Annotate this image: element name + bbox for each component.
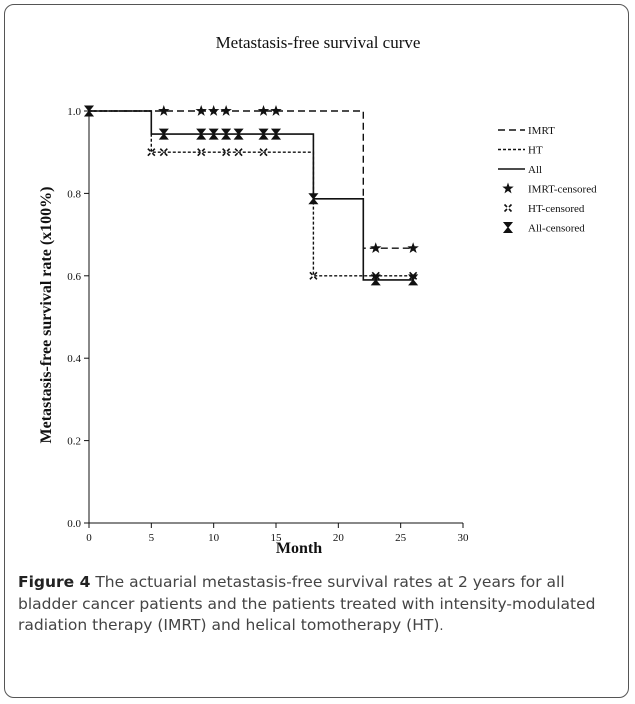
legend-marker-imrt-censored: [502, 182, 514, 194]
x-tick-label: 15: [271, 532, 283, 544]
chart-axes: 0 5 10 15 20 25 30 0.0 0.2 0.4 0.6 0.8 1.0: [67, 106, 469, 544]
x-tick-label: 20: [333, 532, 345, 544]
censored-marker-all: [258, 128, 269, 140]
series-line-imrt: [89, 110, 414, 249]
censored-marker-imrt: [270, 105, 282, 116]
x-axis-label: Month: [276, 540, 322, 557]
legend: IMRT HT All IMRT-censored HT-censored All-cen…: [498, 125, 597, 235]
censored-marker-all: [83, 105, 95, 117]
censored-marker-imrt: [220, 105, 232, 116]
censored-marker-all: [196, 128, 207, 140]
censored-marker-ht: [234, 148, 243, 157]
censored-marker-imrt: [158, 105, 170, 116]
censored-marker-ht: [222, 148, 231, 157]
censored-marker-ht: [309, 271, 318, 280]
censored-marker-ht: [197, 148, 206, 157]
series-line-ht: [89, 110, 414, 277]
x-tick-label: 5: [149, 532, 155, 544]
figure-caption: Figure 4 The actuarial metastasis-free s…: [18, 572, 616, 638]
censored-marker-all: [208, 128, 219, 140]
x-tick-label: 0: [86, 532, 92, 544]
caption-label: Figure 4: [18, 573, 91, 591]
censored-marker-imrt: [370, 242, 382, 254]
censored-marker-imrt: [195, 105, 207, 116]
series-layer: [83, 105, 419, 286]
caption-end: .: [439, 619, 444, 634]
y-tick-label: 1.0: [67, 106, 81, 118]
censored-marker-all: [158, 128, 169, 140]
censored-marker-imrt: [407, 242, 419, 254]
y-tick-label: 0.0: [67, 518, 81, 530]
legend-label-ht: HT: [528, 145, 543, 157]
y-axis-label: Metastasis-free survival rate (x100%): [38, 187, 55, 444]
chart-title: Metastasis-free survival curve: [216, 33, 421, 52]
censored-marker-imrt: [257, 105, 270, 116]
censored-marker-ht: [147, 148, 156, 157]
legend-label-imrt-censored: IMRT-censored: [528, 184, 597, 196]
x-tick-label: 25: [395, 532, 407, 544]
legend-label-ht-censored: HT-censored: [528, 203, 585, 215]
censored-marker-all: [370, 274, 381, 286]
figure-frame: [4, 4, 629, 698]
survival-chart: Metastasis-free survival curve 0 5 10 15 20 2…: [38, 33, 597, 557]
legend-label-imrt: IMRT: [528, 125, 555, 137]
censored-marker-all: [408, 274, 419, 286]
y-tick-label: 0.4: [67, 353, 81, 365]
legend-label-all-censored: All-censored: [528, 223, 585, 235]
censored-marker-imrt: [207, 105, 220, 116]
censored-marker-all: [270, 128, 282, 140]
y-tick-label: 0.6: [67, 271, 81, 283]
legend-label-all: All: [528, 164, 542, 176]
censored-marker-all: [308, 193, 319, 205]
x-tick-label: 30: [458, 532, 470, 544]
series-line-all: [89, 110, 414, 281]
y-tick-label: 0.2: [67, 436, 81, 448]
censored-marker-ht: [159, 148, 168, 157]
censored-marker-ht: [259, 148, 268, 157]
caption-text: The actuarial metastasis-free survival r…: [18, 573, 596, 634]
x-tick-label: 10: [208, 532, 220, 544]
legend-marker-ht-censored: [503, 203, 513, 213]
censored-marker-all: [221, 128, 232, 140]
legend-marker-all-censored: [502, 222, 514, 233]
censored-marker-all: [233, 128, 244, 140]
y-tick-label: 0.8: [67, 188, 81, 200]
